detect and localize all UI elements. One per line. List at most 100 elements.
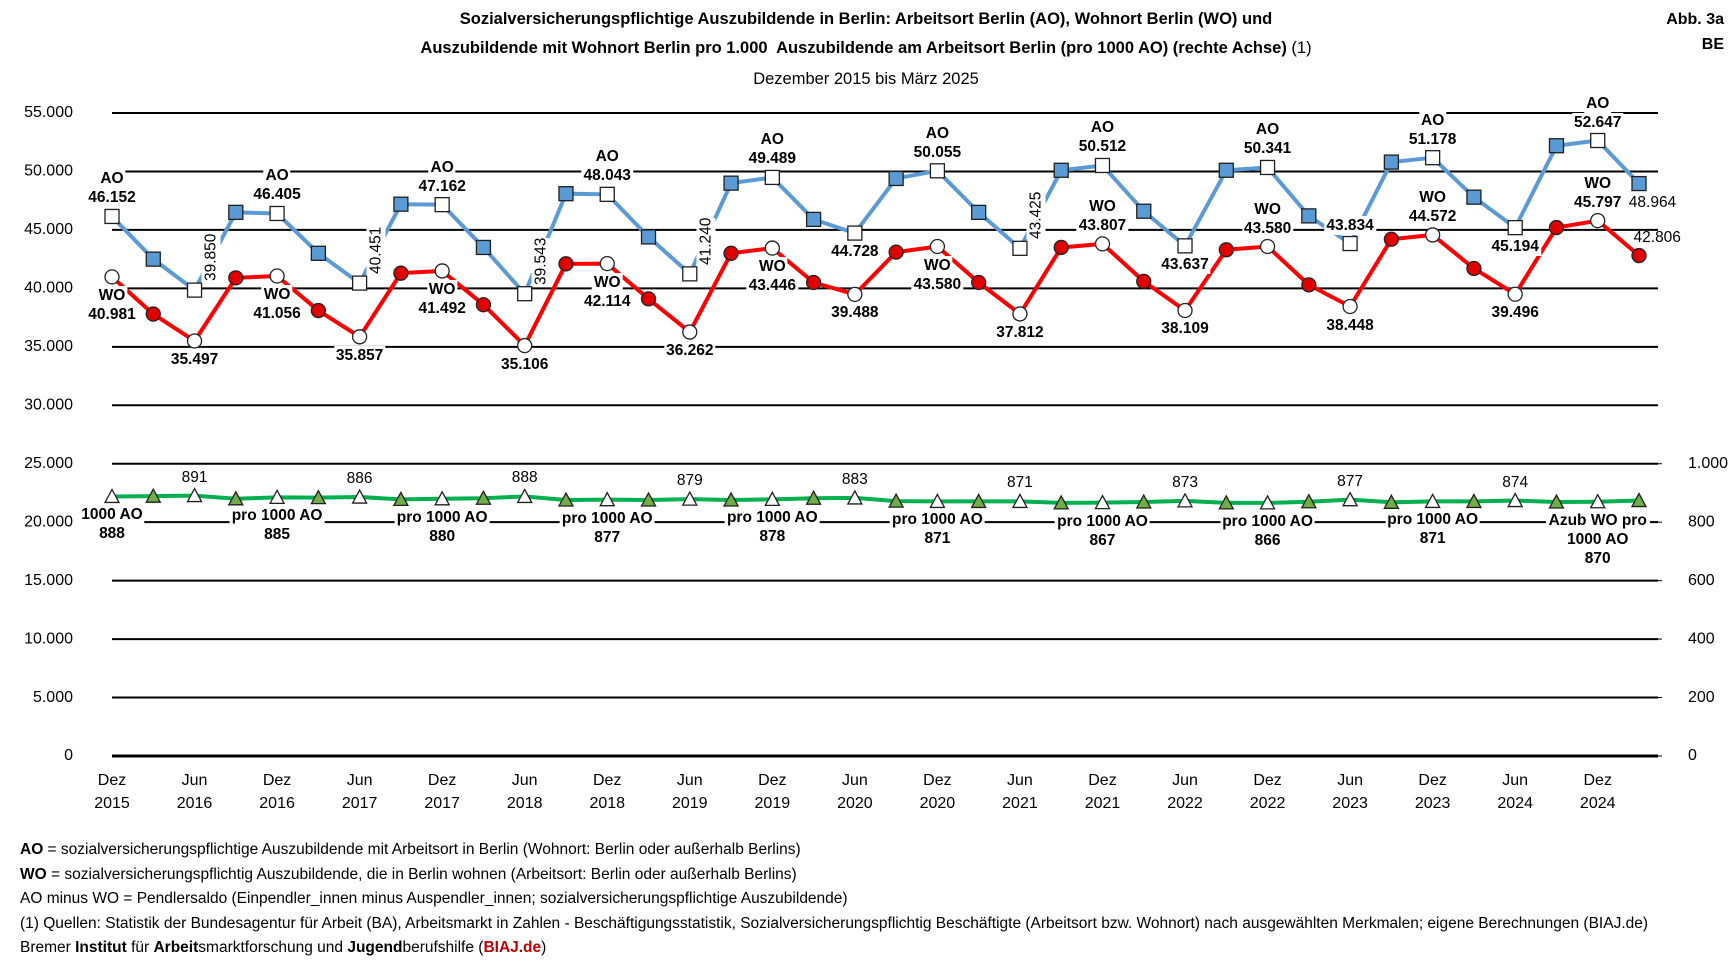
footnote: (1) Quellen: Statistik der Bundesagentur… [20,914,1648,933]
data-label-tag: WO [591,272,623,292]
marker [392,491,409,507]
data-label-value: 35.497 [168,350,221,369]
data-label: WO 41.492 [416,279,468,318]
marker [1053,162,1069,178]
x-tick-text: Jun 2021 [1002,772,1038,812]
marker [764,240,780,256]
data-label-value: 870 [1582,548,1613,568]
figure-label: BE [1702,35,1724,54]
data-label-value: 44.728 [829,242,881,262]
data-label: WO 44.572 [1406,187,1459,226]
data-label: 891 [182,468,208,487]
marker [186,333,203,349]
marker [599,491,616,507]
data-label: 37.812 [994,322,1046,342]
data-label: 45.194 [1489,236,1541,256]
data-label: 41.240 [696,217,716,265]
data-label-value: 888 [97,524,127,544]
y-tick-label: 20.000 [24,513,73,530]
marker [846,489,863,505]
data-label: AO 52.647 [1572,93,1624,132]
x-tick-label: Jun 2017 [338,769,382,815]
y-tick-label: 10.000 [24,630,73,647]
data-label-tag: WO [1087,196,1118,216]
x-tick-text: Jun 2018 [506,772,543,812]
data-label-tag: WO [261,285,293,305]
marker [971,274,987,291]
marker [475,239,492,256]
marker [682,324,698,340]
marker [929,493,946,509]
data-label: pro 1000 AO 866 [1220,511,1315,550]
footnote-part: AO minus WO = Pendlersaldo (Einpendler_i… [20,890,848,907]
data-label-tag: AO [1088,118,1117,138]
data-label-tag: WO [1417,187,1448,207]
marker [929,238,946,255]
x-tick-label: Dez 2024 [1576,769,1620,815]
marker [1424,227,1441,243]
x-tick-label: Dez 2015 [90,769,134,815]
marker [888,170,904,187]
marker [1507,286,1523,302]
marker [1342,491,1359,507]
marker [310,302,327,319]
y-tick-label: 45.000 [24,221,73,238]
y-tick-label: 15.000 [24,572,73,589]
x-tick-text: Dez 2015 [94,772,130,812]
data-label: pro 1000 AO 871 [1385,510,1481,549]
chart-title-part: Sozialversicherungspflichtige Auszubilde… [459,10,1273,28]
data-label-value: 39.543 [531,237,551,285]
footnote-part: (1) Quellen: Statistik der Bundesagentur… [20,914,1649,932]
marker [517,286,533,302]
footnote-part: ) [541,939,547,956]
x-tick-label: Jun 2022 [1163,769,1207,815]
marker [1383,231,1400,247]
x-tick-text: Dez 2024 [1579,772,1616,812]
marker [1548,138,1565,154]
data-label: 38.109 [1159,319,1211,339]
data-label: 883 [842,470,868,489]
footnote-part: für [126,939,154,956]
x-tick-text: Jun 2023 [1332,772,1368,812]
footnote-part: Jugend [347,939,403,956]
data-label-value: 878 [757,527,788,547]
y-tick-label: 40.000 [24,280,73,297]
figure-label-text: BE [1701,36,1724,53]
data-label: AO 49.489 [746,130,799,169]
marker [227,490,244,506]
data-label: WO 41.056 [251,285,303,324]
data-label-value: 43.580 [911,274,964,294]
data-label-tag: pro 1000 AO [559,508,655,528]
data-label-value: 36.262 [664,341,716,361]
x-tick-label: Jun 2018 [503,769,547,815]
marker [599,255,615,272]
data-label-value: 871 [1417,529,1448,549]
data-label-value: 867 [1087,530,1118,550]
data-label: WO 43.580 [1241,199,1294,238]
data-label-value: 39.850 [201,233,221,282]
x-tick-text: Jun 2019 [671,772,708,812]
x-tick-label: Dez 2019 [750,769,794,815]
x-tick-text: Dez 2021 [1084,772,1121,812]
data-label: 1000 AO 888 [79,505,145,544]
data-label-tag: WO [96,285,128,305]
data-label-value: 44.572 [1406,206,1459,226]
x-tick-text: Dez 2017 [424,772,460,812]
x-tick-text: Dez 2020 [919,772,956,812]
marker [145,487,162,503]
data-label-value: 48.043 [581,166,633,186]
data-label-value: 871 [1007,474,1033,492]
x-tick-text: Jun 2020 [837,772,873,812]
data-label: WO 43.446 [746,257,799,296]
data-label-value: 43.425 [1026,191,1046,240]
data-label-value: 39.488 [829,303,881,323]
data-label: 35.106 [498,354,551,374]
footnote: WO = sozialversicherungspflichtig Auszub… [20,865,797,884]
data-label: pro 1000 AO 880 [394,507,490,546]
marker [434,490,451,506]
y-tick-label: 55.000 [24,104,73,121]
data-label-value: 50.055 [911,142,964,162]
marker [1136,203,1152,219]
data-label-tag: AO [1253,120,1282,140]
data-label: 44.728 [829,242,881,262]
